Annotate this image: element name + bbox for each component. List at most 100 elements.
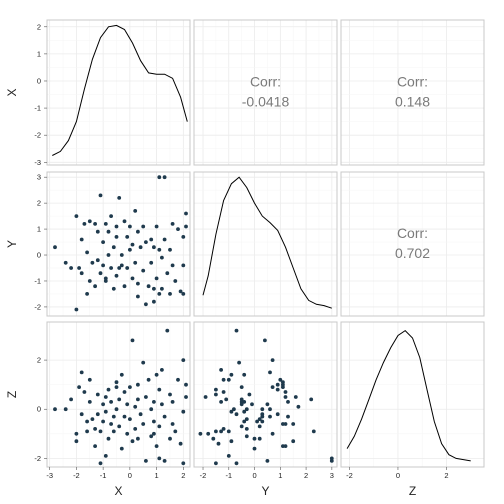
x-tick-label: 2	[304, 471, 308, 480]
point	[79, 237, 84, 242]
point	[146, 377, 151, 382]
point	[74, 431, 79, 436]
point	[152, 299, 156, 304]
point	[87, 377, 92, 382]
point	[229, 409, 234, 414]
panel-Y-Z	[340, 171, 485, 317]
y-tick-label: -2	[34, 302, 41, 311]
point	[103, 279, 108, 283]
point	[117, 196, 122, 200]
point	[149, 407, 154, 412]
y-tick-label: 2	[37, 22, 41, 31]
point	[119, 263, 124, 268]
point	[234, 328, 239, 333]
point	[237, 360, 242, 365]
point	[130, 242, 135, 247]
point	[181, 358, 186, 362]
x-tick-label: 2	[444, 471, 448, 480]
point	[122, 219, 127, 224]
point	[95, 392, 100, 397]
point	[119, 253, 124, 257]
y-tick-label: 1	[37, 49, 41, 58]
x-tick-label: 1	[278, 471, 282, 480]
point	[79, 271, 84, 276]
panel-border	[193, 171, 338, 317]
point	[247, 392, 252, 397]
point	[103, 222, 108, 226]
y-tick-label: 0	[37, 76, 41, 85]
point	[154, 276, 159, 281]
point	[79, 370, 84, 375]
x-tick-label: 2	[181, 471, 185, 480]
point	[221, 427, 226, 431]
point	[255, 419, 259, 424]
point	[144, 395, 148, 399]
point	[77, 385, 81, 389]
point	[127, 247, 132, 252]
point	[125, 431, 130, 436]
point	[239, 385, 244, 389]
point	[133, 404, 138, 409]
point	[173, 279, 178, 283]
point	[63, 260, 68, 265]
point	[270, 385, 275, 389]
point	[329, 456, 334, 461]
point	[239, 424, 244, 429]
y-axis-label-Y: Y	[5, 240, 19, 248]
point	[268, 370, 272, 375]
density-curve-Z	[346, 329, 471, 462]
point	[111, 286, 116, 291]
point	[170, 222, 175, 226]
point	[160, 368, 164, 372]
point	[79, 412, 84, 417]
point	[257, 417, 262, 421]
point	[260, 407, 265, 412]
point	[117, 266, 122, 270]
y-axis-label-X: X	[5, 88, 19, 96]
point	[53, 407, 57, 412]
point	[214, 429, 218, 434]
point	[106, 229, 111, 234]
point	[144, 302, 148, 307]
point	[146, 284, 151, 289]
corr-label: Corr:	[397, 74, 428, 90]
point	[63, 407, 68, 412]
y-tick-label: 0	[37, 405, 41, 414]
panel-X-Z	[340, 19, 485, 166]
corr-value: 0.148	[395, 94, 430, 110]
point	[157, 387, 162, 392]
point	[69, 397, 73, 402]
x-tick-label: 0	[252, 471, 256, 480]
point	[168, 436, 172, 441]
point	[101, 240, 105, 245]
point	[160, 255, 164, 260]
point	[111, 414, 116, 419]
point	[87, 400, 92, 404]
point	[106, 387, 111, 392]
point	[184, 211, 188, 216]
point	[114, 407, 119, 412]
point	[136, 229, 140, 234]
point	[119, 372, 124, 377]
point	[101, 402, 105, 407]
point	[283, 422, 288, 426]
point	[170, 422, 175, 426]
point	[103, 395, 108, 399]
point	[141, 422, 146, 426]
point	[109, 214, 113, 219]
point	[101, 263, 105, 268]
point	[103, 276, 108, 281]
point	[114, 273, 119, 278]
point	[109, 422, 113, 426]
point	[162, 459, 167, 463]
y-tick-label: 2	[37, 199, 41, 208]
point	[149, 434, 154, 439]
point	[133, 260, 138, 265]
point	[152, 245, 156, 250]
point	[90, 260, 95, 265]
point	[250, 402, 254, 407]
point	[234, 412, 239, 417]
point	[281, 422, 285, 426]
x-tick-label: -1	[100, 471, 107, 480]
panel-border	[46, 19, 191, 166]
